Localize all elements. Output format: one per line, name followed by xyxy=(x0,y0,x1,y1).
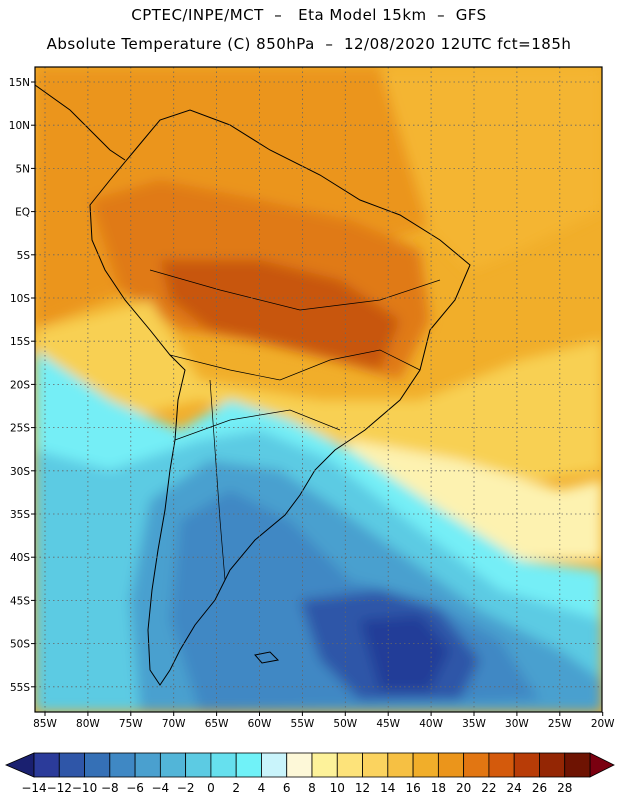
colorbar-label: −8 xyxy=(101,781,119,795)
field-warm-core xyxy=(160,260,400,370)
colorbar-label: 26 xyxy=(532,781,547,795)
colorbar-swatch xyxy=(58,752,85,778)
colorbar-label: 10 xyxy=(330,781,345,795)
lat-label: EQ xyxy=(15,207,30,219)
lon-label: 50W xyxy=(333,718,357,730)
lat-label: 20S xyxy=(10,379,30,391)
lon-label: 60W xyxy=(248,718,272,730)
colorbar-swatch xyxy=(513,752,540,778)
colorbar-swatches xyxy=(4,752,615,778)
colorbar-label: 28 xyxy=(557,781,572,795)
colorbar-swatch xyxy=(286,752,313,778)
colorbar: −14 −12 −10 −8 −6 −4 −2 0 2 4 6 8 10 12 14 16 18 20 22 24 26… xyxy=(4,752,615,795)
colorbar-label: 18 xyxy=(431,781,446,795)
colorbar-swatch xyxy=(336,752,363,778)
field-yellow-belt xyxy=(35,300,602,480)
country-border-line xyxy=(149,269,441,311)
field-yellow-atlantic xyxy=(380,67,602,270)
country-border-line xyxy=(174,409,341,441)
lon-label: 40W xyxy=(419,718,443,730)
colorbar-label: −12 xyxy=(47,781,72,795)
lat-label: 5N xyxy=(15,163,30,175)
colorbar-label: −14 xyxy=(21,781,46,795)
graticule xyxy=(35,67,602,712)
chart-title-line1: CPTEC/INPE/MCT – Eta Model 15km – GFS xyxy=(131,6,487,24)
field-pale-front xyxy=(340,440,602,560)
country-border-line xyxy=(169,349,421,381)
lon-label: 65W xyxy=(205,718,229,730)
colorbar-label: 2 xyxy=(232,781,240,795)
lon-label: 30W xyxy=(505,718,529,730)
colorbar-swatch xyxy=(437,752,465,778)
colorbar-swatch xyxy=(134,752,161,778)
colorbar-swatch xyxy=(235,752,262,778)
colorbar-label: 4 xyxy=(258,781,266,795)
colorbar-label: −10 xyxy=(72,781,97,795)
lat-label: 35S xyxy=(10,509,30,521)
colorbar-swatch xyxy=(185,752,212,778)
colorbar-label: 24 xyxy=(507,781,522,795)
colorbar-swatch xyxy=(311,752,338,778)
colorbar-swatch xyxy=(159,752,187,778)
colorbar-label: −4 xyxy=(152,781,170,795)
colorbar-swatch xyxy=(33,752,60,778)
colorbar-labels: −14 −12 −10 −8 −6 −4 −2 0 2 4 6 8 10 12 14 16 18 20 22 24 26… xyxy=(21,781,572,795)
field-blue-darkest xyxy=(360,615,450,690)
lat-label: 10S xyxy=(10,293,30,305)
country-border-line xyxy=(209,379,226,581)
lat-label: 15N xyxy=(9,77,30,89)
colorbar-label: 16 xyxy=(405,781,420,795)
colorbar-label: −2 xyxy=(177,781,195,795)
axis-ticks xyxy=(31,81,604,716)
lon-label: 70W xyxy=(162,718,186,730)
colorbar-swatch xyxy=(362,752,389,778)
lon-label: 85W xyxy=(33,718,57,730)
colorbar-swatch xyxy=(84,752,111,778)
colorbar-swatch xyxy=(387,752,414,778)
colorbar-swatch xyxy=(564,752,591,778)
central-america-coastline xyxy=(35,84,126,161)
lon-label: 20W xyxy=(591,718,615,730)
colorbar-swatch xyxy=(109,752,136,778)
latitude-labels: 15N 10N 5N EQ 5S 10S 15S 20S 25S 30S 35S 40S 45S 50S 5… xyxy=(9,77,31,694)
longitude-labels: 85W 80W 75W 70W 65W 60W 55W 50W 45W 40W 35W 30W 25W 2… xyxy=(33,718,615,730)
map-frame xyxy=(34,66,603,713)
lon-label: 55W xyxy=(291,718,315,730)
colorbar-swatch xyxy=(412,752,439,778)
lat-label: 55S xyxy=(10,682,30,694)
lon-label: 35W xyxy=(462,718,486,730)
colorbar-label: 20 xyxy=(456,781,471,795)
colorbar-label: 6 xyxy=(283,781,291,795)
colorbar-label: −6 xyxy=(126,781,144,795)
colorbar-label: 14 xyxy=(380,781,395,795)
lon-label: 45W xyxy=(376,718,400,730)
lat-label: 25S xyxy=(10,423,30,435)
lat-label: 40S xyxy=(10,552,30,564)
south-america-coastline xyxy=(89,109,471,686)
lon-label: 80W xyxy=(76,718,100,730)
lat-label: 10N xyxy=(9,120,30,132)
lon-label: 25W xyxy=(548,718,572,730)
colorbar-swatch xyxy=(261,752,288,778)
lat-label: 50S xyxy=(10,639,30,651)
lat-label: 45S xyxy=(10,595,30,607)
lat-label: 5S xyxy=(17,250,31,262)
colorbar-swatch xyxy=(210,752,237,778)
colorbar-label: 22 xyxy=(481,781,496,795)
colorbar-swatch xyxy=(539,752,566,778)
temperature-field xyxy=(35,67,602,712)
colorbar-label: 8 xyxy=(308,781,316,795)
chart-title-line2: Absolute Temperature (C) 850hPa – 12/08/… xyxy=(46,35,572,53)
lat-label: 30S xyxy=(10,466,30,478)
colorbar-under-arrow xyxy=(4,752,35,778)
colorbar-over-arrow xyxy=(589,752,615,778)
colorbar-label: 12 xyxy=(355,781,370,795)
falkland-islands xyxy=(254,651,280,664)
colorbar-label: 0 xyxy=(207,781,215,795)
colorbar-swatch xyxy=(488,752,515,778)
colorbar-swatch xyxy=(463,752,490,778)
lat-label: 15S xyxy=(10,336,30,348)
lon-label: 75W xyxy=(119,718,143,730)
